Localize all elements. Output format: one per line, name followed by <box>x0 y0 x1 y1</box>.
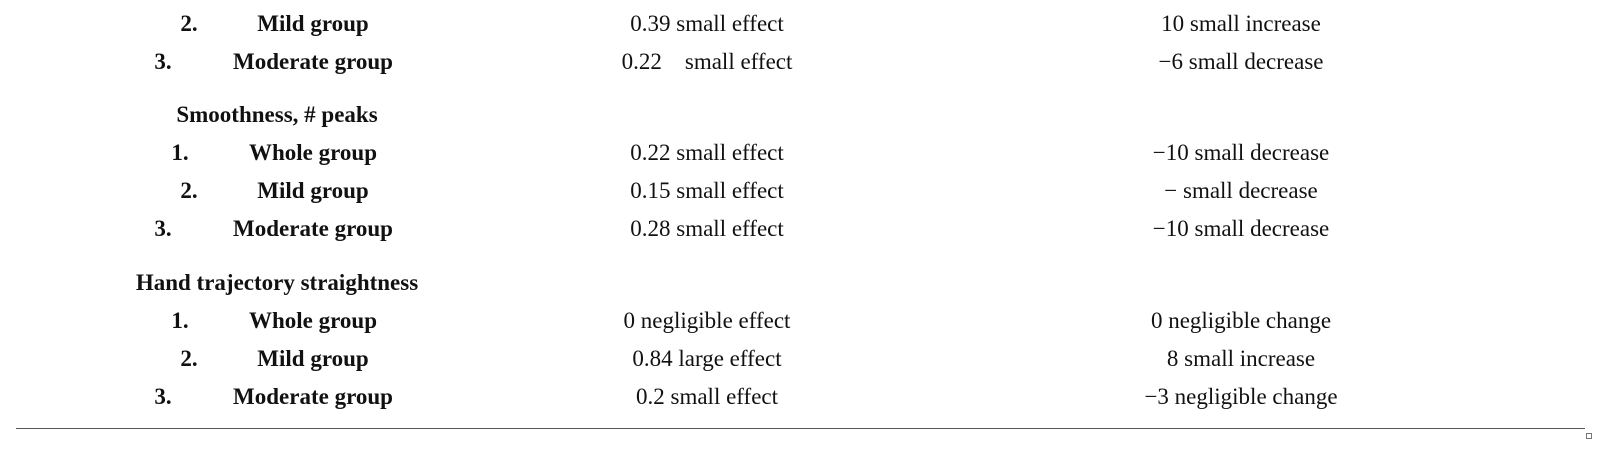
percent-change-cell: −10 small decrease <box>1152 216 1330 241</box>
effect-size-cell: 0.28 small effect <box>630 216 784 241</box>
table-bottom-rule <box>16 428 1585 429</box>
row-number: 1. <box>171 308 189 333</box>
row-number: 3. <box>154 216 172 241</box>
effect-size-cell: 0.15 small effect <box>630 178 784 203</box>
row-group-label: Moderate group <box>233 49 393 74</box>
percent-change-cell: −10 small decrease <box>1152 140 1330 165</box>
row-group-label: Mild group <box>257 11 369 36</box>
percent-change-cell: 0 negligible change <box>1150 308 1332 333</box>
effect-size-cell: 0 negligible effect <box>623 308 791 333</box>
section-title: Smoothness, # peaks <box>176 102 378 127</box>
row-group-label: Mild group <box>257 346 369 371</box>
row-group-label: Moderate group <box>233 216 393 241</box>
effect-size-cell: 0.39 small effect <box>630 11 784 36</box>
row-number: 2. <box>180 346 198 371</box>
row-number: 1. <box>171 140 189 165</box>
row-number: 2. <box>180 11 198 36</box>
row-group-label: Mild group <box>257 178 369 203</box>
effect-size-cell: 0.84 large effect <box>632 346 782 371</box>
percent-change-cell: −6 small decrease <box>1158 49 1324 74</box>
section-title: Hand trajectory straightness <box>135 270 419 295</box>
row-number: 3. <box>154 49 172 74</box>
row-group-label: Moderate group <box>233 384 393 409</box>
percent-change-cell: 10 small increase <box>1161 11 1321 36</box>
table-resize-handle[interactable] <box>1586 433 1592 439</box>
effect-size-cell: 0.22 small effect <box>621 49 793 74</box>
effect-size-cell: 0.22 small effect <box>630 140 784 165</box>
percent-change-cell: − small decrease <box>1164 178 1318 203</box>
row-number: 3. <box>154 384 172 409</box>
effect-size-cell: 0.2 small effect <box>636 384 778 409</box>
row-group-label: Whole group <box>248 140 378 165</box>
row-group-label: Whole group <box>248 308 378 333</box>
percent-change-cell: 8 small increase <box>1166 346 1316 371</box>
row-number: 2. <box>180 178 198 203</box>
percent-change-cell: −3 negligible change <box>1144 384 1338 409</box>
